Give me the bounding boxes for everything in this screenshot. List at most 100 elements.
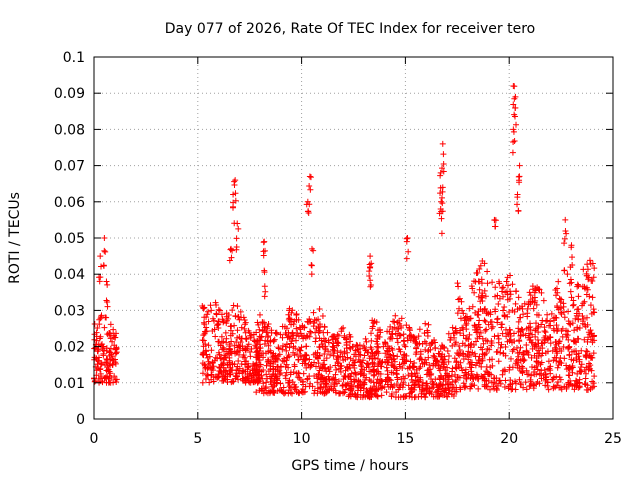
- data-point: [469, 303, 476, 310]
- data-point: [275, 352, 282, 359]
- data-point: [274, 363, 281, 370]
- data-point: [400, 359, 407, 366]
- data-point: [296, 374, 303, 381]
- data-point: [104, 281, 111, 288]
- data-point: [351, 390, 358, 397]
- data-point: [525, 330, 532, 337]
- data-point: [532, 333, 539, 340]
- data-point: [528, 364, 535, 371]
- data-point: [368, 337, 375, 344]
- data-point: [303, 201, 310, 208]
- data-point: [289, 329, 296, 336]
- data-point: [468, 383, 475, 390]
- data-point: [507, 291, 514, 298]
- data-point: [553, 358, 560, 365]
- data-point: [454, 310, 461, 317]
- data-point: [362, 376, 369, 383]
- data-point: [500, 307, 507, 314]
- data-point: [288, 340, 295, 347]
- data-point: [514, 201, 521, 208]
- data-point: [471, 289, 478, 296]
- data-point: [257, 334, 264, 341]
- data-point: [392, 312, 399, 319]
- data-point: [335, 332, 342, 339]
- data-point: [456, 347, 463, 354]
- data-point: [523, 348, 530, 355]
- data-point: [477, 344, 484, 351]
- data-point: [488, 371, 495, 378]
- data-point: [574, 306, 581, 313]
- data-point: [262, 247, 269, 254]
- data-point: [482, 327, 489, 334]
- data-point: [259, 318, 266, 325]
- data-point: [587, 386, 594, 393]
- data-point: [552, 344, 559, 351]
- data-point: [510, 128, 517, 135]
- data-point: [569, 302, 576, 309]
- data-point: [527, 327, 534, 334]
- data-point: [224, 351, 231, 358]
- data-point: [240, 354, 247, 361]
- data-point: [503, 278, 510, 285]
- data-point: [527, 376, 534, 383]
- data-point: [314, 355, 321, 362]
- data-point: [506, 308, 513, 315]
- data-point: [430, 381, 437, 388]
- x-axis-label: GPS time / hours: [291, 458, 408, 474]
- data-point: [258, 372, 265, 379]
- data-point: [404, 235, 411, 241]
- data-point: [233, 339, 240, 346]
- data-point: [302, 360, 309, 367]
- data-point: [398, 324, 405, 331]
- data-point: [455, 351, 462, 358]
- data-point: [102, 314, 109, 321]
- data-point: [258, 333, 265, 340]
- data-point: [286, 377, 293, 384]
- data-point: [523, 342, 530, 349]
- data-point: [275, 344, 282, 351]
- data-point: [439, 200, 446, 207]
- data-point: [417, 351, 424, 358]
- data-point: [438, 230, 445, 237]
- data-point: [481, 306, 488, 313]
- data-point: [227, 349, 234, 356]
- data-point: [516, 162, 523, 169]
- data-point: [517, 333, 524, 340]
- data-point: [261, 283, 268, 290]
- data-point: [530, 381, 537, 388]
- data-point: [373, 386, 380, 393]
- data-point: [491, 333, 498, 340]
- data-point: [584, 286, 591, 293]
- data-point: [295, 389, 302, 396]
- data-point: [374, 376, 381, 383]
- data-point: [458, 364, 465, 371]
- data-point: [556, 345, 563, 352]
- data-point: [360, 372, 367, 379]
- data-point: [400, 331, 407, 338]
- data-point: [223, 354, 230, 361]
- data-point: [297, 352, 304, 359]
- data-point: [436, 382, 443, 389]
- data-point: [242, 368, 249, 375]
- data-point: [268, 381, 275, 388]
- data-point: [507, 355, 514, 362]
- data-point: [295, 356, 302, 363]
- data-point: [289, 378, 296, 385]
- data-point: [480, 373, 487, 380]
- data-point: [293, 332, 300, 339]
- y-tick-label: 0.1: [63, 50, 85, 66]
- data-point: [306, 173, 313, 180]
- data-point: [261, 293, 268, 300]
- data-point: [475, 321, 482, 328]
- data-point: [466, 331, 473, 338]
- data-point: [513, 344, 520, 351]
- data-point: [501, 303, 508, 310]
- data-point: [442, 386, 449, 393]
- data-point: [388, 345, 395, 352]
- data-point: [540, 297, 547, 304]
- data-point: [253, 366, 260, 373]
- data-point: [211, 326, 218, 333]
- data-point: [346, 344, 353, 351]
- data-point: [241, 325, 248, 332]
- data-point: [566, 372, 573, 379]
